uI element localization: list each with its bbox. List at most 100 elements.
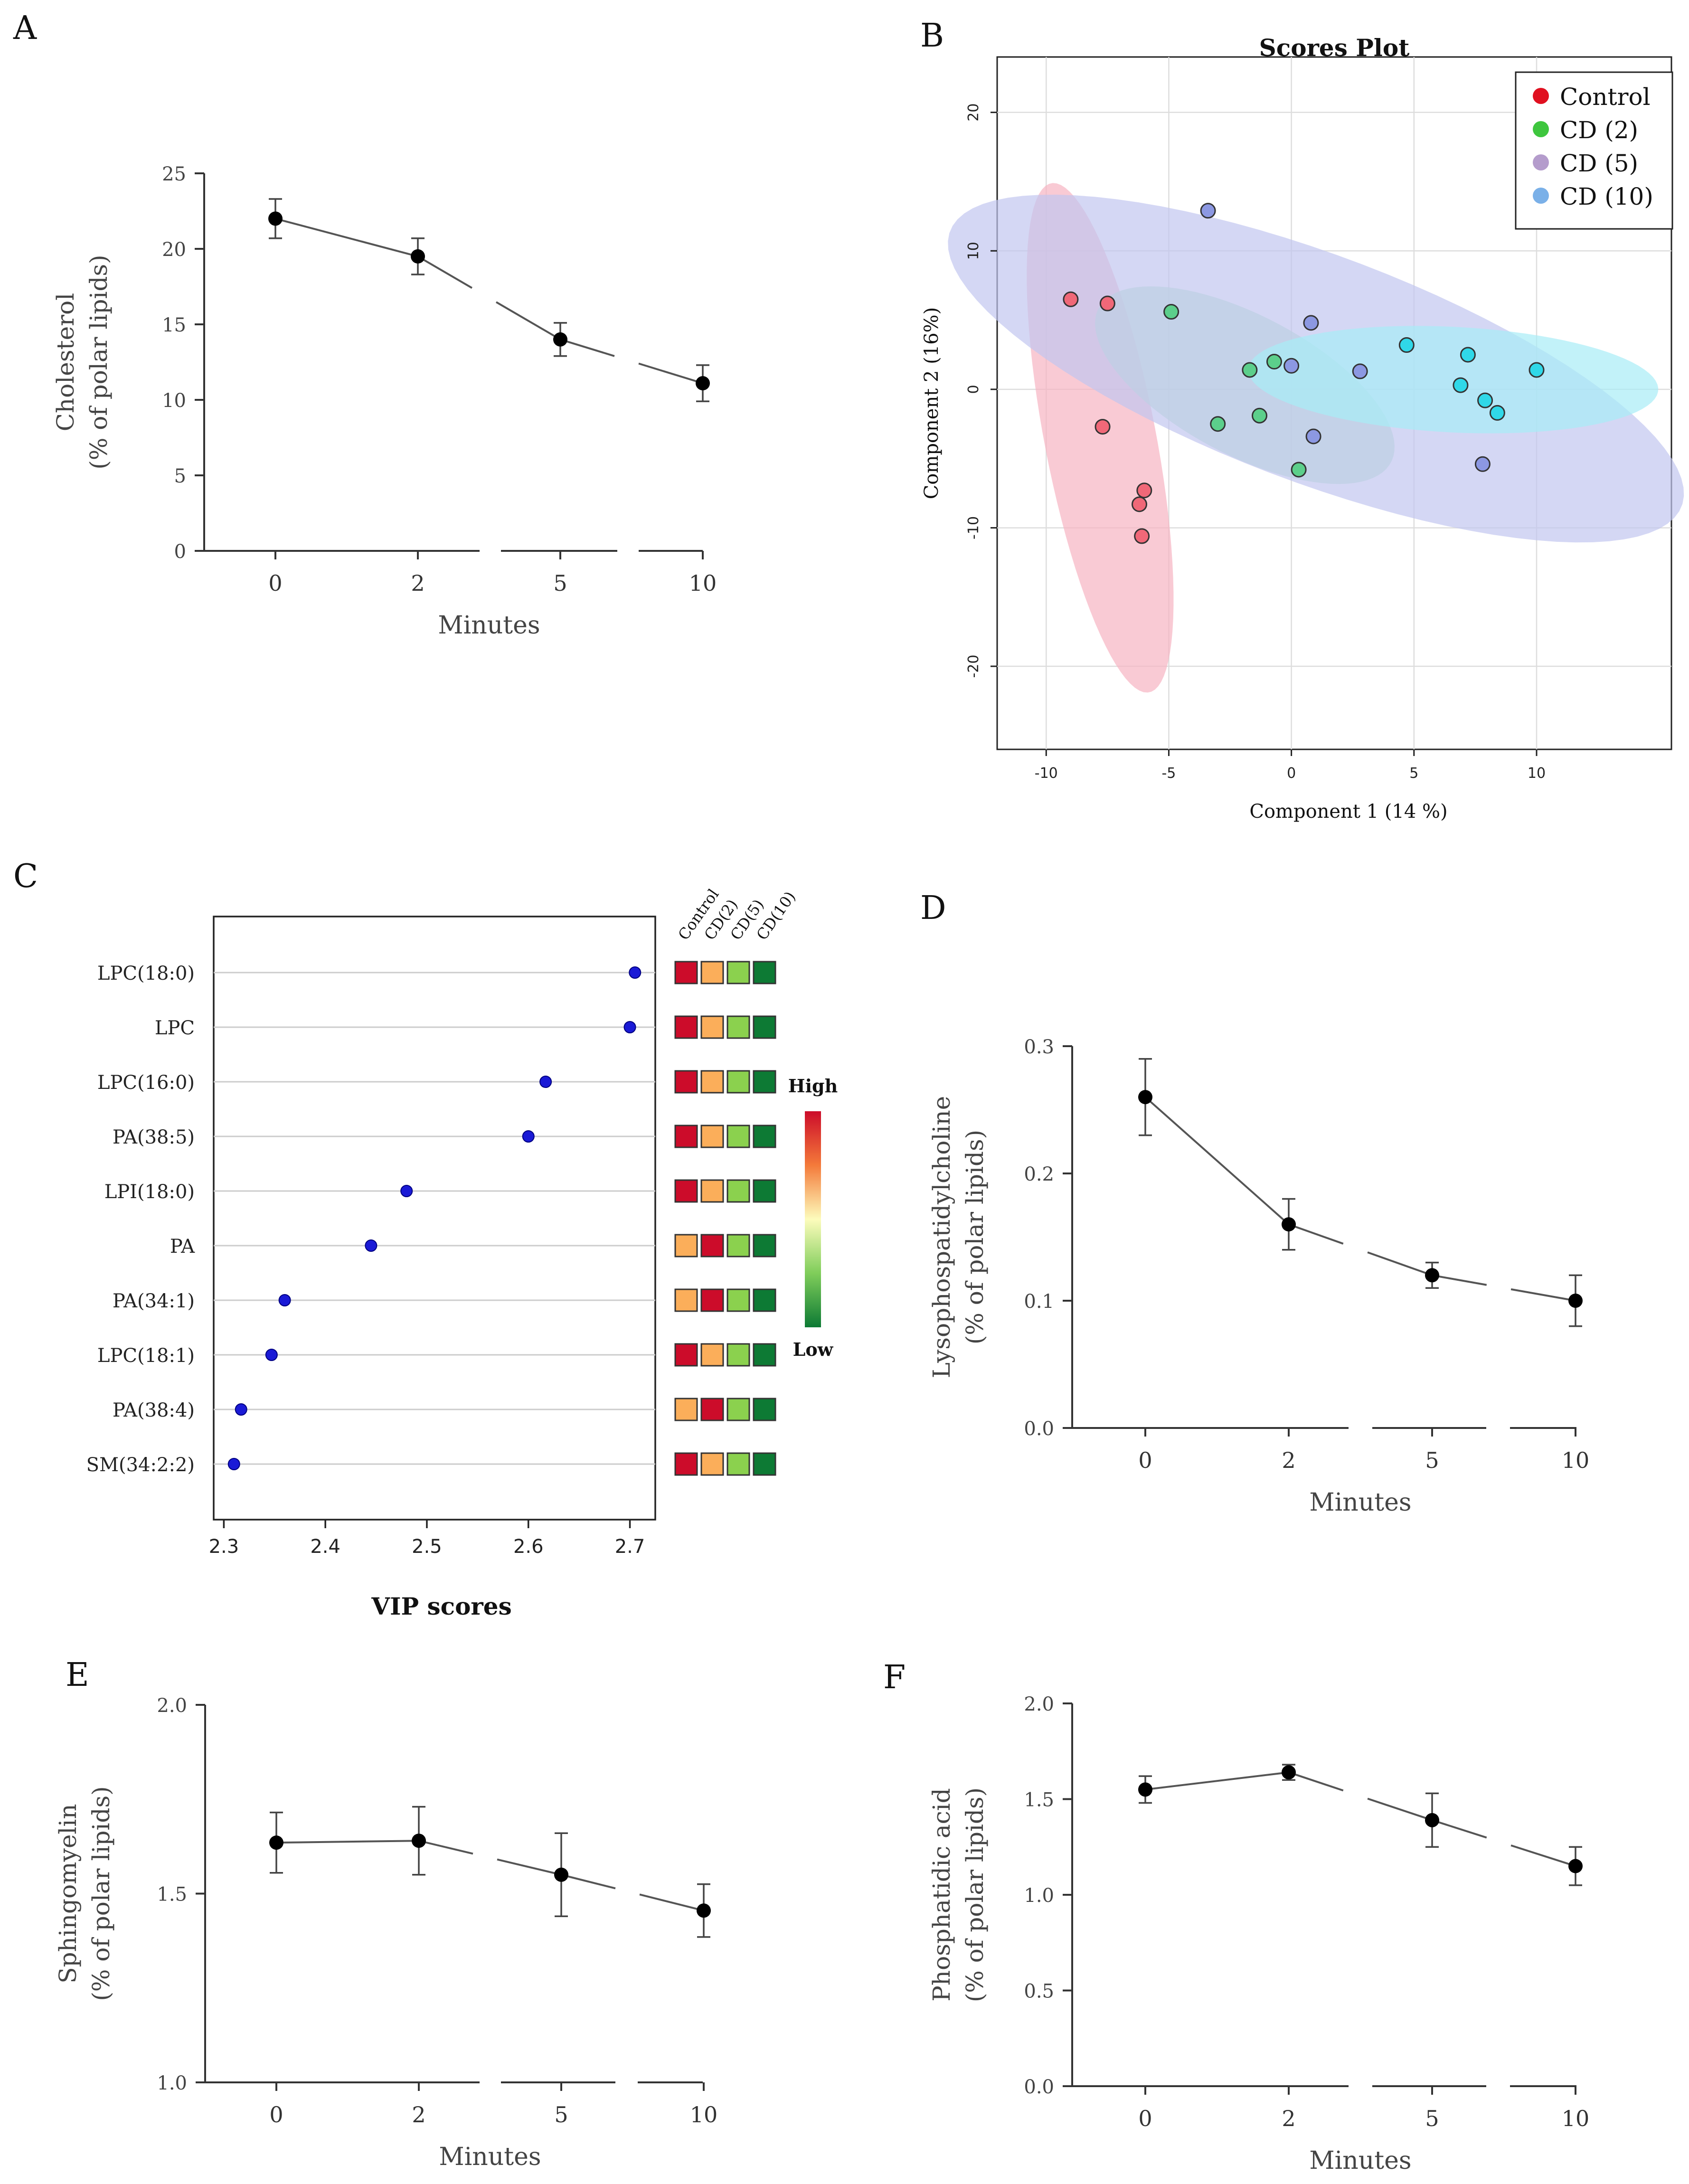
legend-label: CD (2) [1560,116,1638,144]
y-tick-label: 1.0 [157,2072,187,2094]
y-tick-label: 0 [174,541,186,563]
heatmap-cell [753,1125,776,1148]
x-axis-label: Minutes [438,611,540,640]
vip-point [365,1239,377,1252]
score-point [1283,358,1300,374]
score-point [1136,482,1152,499]
x-tick-label: 0 [1138,2106,1152,2131]
row-label: PA(38:4) [113,1399,195,1421]
x-tick-label: 2.7 [615,1536,645,1558]
score-point [1291,462,1307,478]
score-point [1303,315,1319,331]
legend-marker [1533,88,1549,104]
heatmap-cell [700,1343,724,1367]
row-label: PA(38:5) [113,1126,195,1148]
heatmap-cell [700,1015,724,1039]
heatmap-cell [727,1343,750,1367]
series-line [1432,1819,1487,1839]
x-tick-label: 10 [1528,765,1546,782]
heatmap-cell [753,961,776,984]
y-tick-label: 0.5 [1024,1981,1054,2003]
score-point [1063,291,1079,307]
panel-letter-d: D [920,889,946,927]
y-tick-label: 2.0 [157,1695,187,1717]
x-tick-label: 5 [1409,765,1418,782]
x-tick-label: 2 [412,2102,425,2127]
score-point [1242,362,1258,378]
series-line [418,1840,473,1855]
colorbar-low-label: Low [793,1339,834,1360]
y-tick-label: 1.5 [157,1884,187,1906]
y-tick-label: 5 [174,465,186,487]
series-line [561,1873,616,1890]
heatmap-cell [674,1234,698,1257]
heatmap-cell [700,1398,724,1421]
legend-marker [1533,188,1549,204]
series-line [1510,1288,1576,1302]
series-line [638,362,703,384]
heatmap-cell [727,1015,750,1039]
y-tick-label: 0.2 [1024,1163,1054,1185]
y-tick-label: 15 [162,314,186,336]
y-tick-label: 0.0 [1024,1418,1054,1440]
data-point [1282,1765,1296,1780]
score-point [1529,362,1545,378]
y-tick-label: 20 [965,104,982,122]
heatmap-cell [727,1288,750,1312]
heatmap-cell [700,1234,724,1257]
heatmap-cell [727,1070,750,1094]
vip-point [623,1021,636,1033]
plot-area [213,916,656,1521]
heatmap-cell [700,1070,724,1094]
legend-label: CD (10) [1560,183,1653,210]
heatmap-cell [727,1234,750,1257]
y-tick-label: 20 [162,239,186,261]
heatmap-cell [753,1343,776,1367]
x-tick-label: 2 [1282,2106,1295,2131]
y-tick-label: 0.3 [1024,1036,1054,1058]
score-point [1200,203,1216,219]
y-axis-label: Phosphatidic acid [928,1788,955,2001]
x-tick-label: 2.6 [513,1536,544,1558]
heatmap-cell [753,1070,776,1094]
data-point [696,376,710,391]
score-point [1460,347,1476,363]
legend-label: CD (5) [1560,150,1638,177]
heatmap-cell [753,1452,776,1476]
data-point [1568,1859,1583,1873]
panel-letter-b: B [920,17,944,55]
series-line [560,338,615,357]
y-tick-label: 1.0 [1024,1885,1054,1907]
panel-letter-a: A [13,9,37,47]
y-axis-unit-label: (% of polar lipids) [961,1787,989,2002]
heatmap-cell [674,1398,698,1421]
score-point [1305,428,1321,444]
y-axis-label: Cholesterol [52,293,79,431]
chart-panel-e: 1.0 1.5 2.0 0 2 5 10 Minutes Sphingomyelin (% of … [54,1695,717,2171]
panel-letter-e: E [66,1656,89,1694]
y-tick-label: 10 [965,242,982,260]
x-tick-label: -5 [1161,765,1176,782]
legend-marker [1533,154,1549,170]
heatmap-cell [700,1125,724,1148]
heatmap-cell [674,1343,698,1367]
series-line [639,1893,704,1912]
x-tick-label: 10 [1562,1447,1590,1473]
series-line [1367,1797,1433,1821]
data-point [269,1835,283,1850]
x-tick-label: 2.5 [412,1536,442,1558]
vip-point [235,1403,247,1416]
vip-point [539,1076,552,1088]
data-point [1425,1268,1439,1283]
vip-point [265,1349,278,1361]
heatmap-cell [727,1452,750,1476]
series-line [495,301,561,340]
score-point [1134,528,1150,544]
vip-point [522,1130,535,1143]
x-axis-label: VIP scores [371,1592,511,1620]
chart-panel-b: -10 -5 0 5 10 -20 -10 0 10 20 Scores Plot Component… [921,34,1684,823]
x-tick-label: 10 [1562,2106,1590,2131]
heatmap-cell [700,1452,724,1476]
x-tick-label: 10 [690,2102,718,2127]
vip-point [400,1185,413,1197]
